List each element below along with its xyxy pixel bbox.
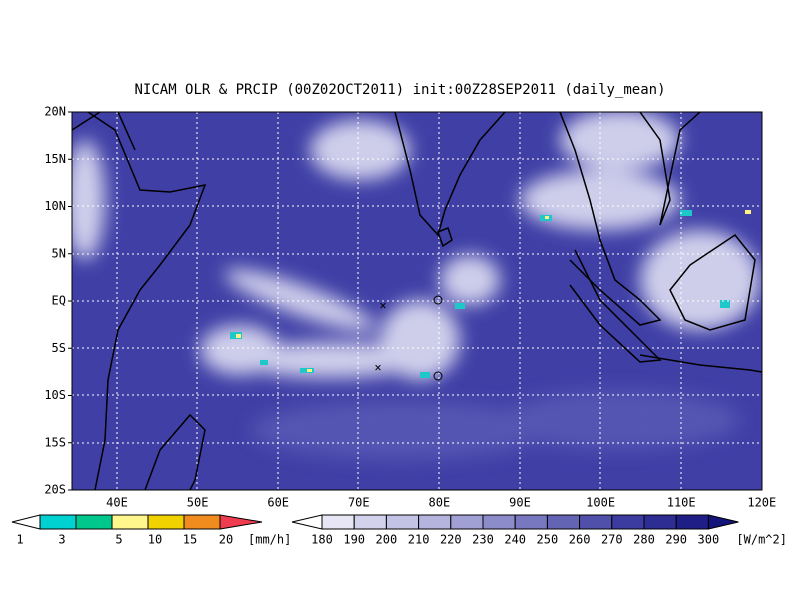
precip-unit: [mm/h] — [248, 533, 291, 547]
y-label: 10S — [44, 388, 66, 402]
olr-label: 220 — [440, 533, 462, 547]
markers: × × — [374, 295, 443, 381]
y-label: 5N — [52, 246, 66, 260]
olr-box — [546, 514, 581, 530]
map: × × — [72, 112, 762, 490]
olr-arrow-high — [707, 514, 739, 530]
precip-label: 3 — [58, 533, 65, 547]
x-label: 120E — [747, 496, 776, 510]
olr-label: 200 — [376, 533, 398, 547]
svg-text:×: × — [374, 361, 381, 375]
y-label: 10N — [44, 199, 66, 213]
x-label: 100E — [586, 496, 615, 510]
olr-label: 180 — [311, 533, 333, 547]
precip-label: 15 — [183, 533, 197, 547]
x-label: 90E — [509, 496, 531, 510]
olr-unit: [W/m^2] — [736, 533, 787, 547]
svg-text:×: × — [379, 299, 386, 313]
precip-label: 5 — [115, 533, 122, 547]
x-label: 110E — [667, 496, 696, 510]
olr-box — [353, 514, 387, 530]
y-label: EQ — [52, 294, 66, 308]
y-label: 20N — [44, 105, 66, 119]
olr-label: 210 — [408, 533, 430, 547]
precip-label: 1 — [16, 533, 23, 547]
x-label: 40E — [106, 496, 128, 510]
x-label: 50E — [187, 496, 209, 510]
olr-box — [611, 514, 645, 530]
olr-label: 250 — [537, 533, 559, 547]
precip-label: 20 — [219, 533, 233, 547]
y-label: 15N — [44, 152, 66, 166]
olr-box — [450, 514, 484, 530]
x-label: 70E — [348, 496, 370, 510]
olr-arrow-low — [291, 514, 323, 530]
olr-label: 280 — [633, 533, 655, 547]
olr-colorbar — [291, 514, 739, 530]
olr-box — [579, 514, 613, 530]
olr-box — [514, 514, 548, 530]
olr-box — [643, 514, 677, 530]
title: NICAM OLR & PRCIP (00Z02OCT2011) init:00… — [134, 82, 665, 98]
precip-label: 10 — [148, 533, 162, 547]
olr-label: 190 — [343, 533, 365, 547]
olr-label: 260 — [569, 533, 591, 547]
y-label: 15S — [44, 435, 66, 449]
olr-label: 290 — [665, 533, 687, 547]
olr-label: 270 — [601, 533, 623, 547]
olr-box — [385, 514, 420, 530]
olr-label: 240 — [504, 533, 526, 547]
x-label: 60E — [267, 496, 289, 510]
olr-box — [321, 514, 355, 530]
y-label: 20S — [44, 483, 66, 497]
olr-label: 300 — [698, 533, 720, 547]
x-label: 80E — [429, 496, 451, 510]
y-label: 5S — [52, 341, 66, 355]
olr-label: 230 — [472, 533, 494, 547]
grid — [72, 112, 762, 490]
olr-box — [418, 514, 452, 530]
olr-box — [675, 514, 709, 530]
olr-box — [482, 514, 516, 530]
precip-colorbar — [11, 514, 263, 530]
coastlines — [72, 112, 762, 490]
